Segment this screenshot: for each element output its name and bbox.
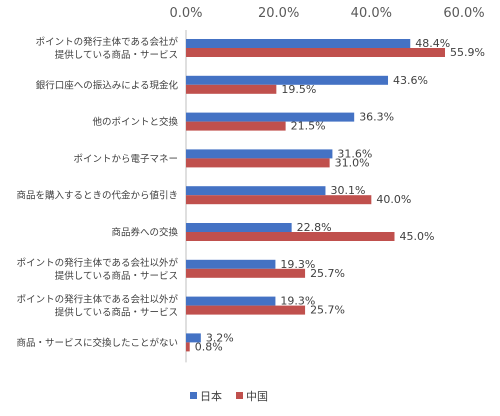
category-label: 提供している商品・サービス	[55, 49, 178, 61]
x-tick-label: 40.0%	[351, 6, 392, 21]
legend-label: 中国	[246, 390, 268, 403]
legend-swatch-china	[236, 392, 243, 399]
bar-japan	[186, 75, 389, 85]
data-label: 55.9%	[450, 46, 485, 59]
category-label: 商品券への交換	[111, 227, 178, 239]
data-label: 40.0%	[376, 193, 411, 206]
data-label: 0.8%	[195, 340, 223, 353]
legend-swatch-japan	[190, 392, 197, 399]
category-label: ポイントの発行主体である会社以外が	[17, 257, 179, 269]
data-label: 25.7%	[310, 304, 345, 317]
bar-china	[186, 268, 306, 278]
data-label: 19.3%	[280, 295, 315, 308]
bar-china	[186, 121, 286, 131]
data-label: 21.5%	[291, 120, 326, 133]
data-label: 25.7%	[310, 267, 345, 280]
x-tick-label: 20.0%	[258, 6, 299, 21]
bar-japan	[186, 149, 333, 159]
data-label: 45.0%	[400, 230, 435, 243]
category-label: 銀行口座への振込みによる現金化	[36, 79, 179, 91]
data-label: 31.6%	[337, 147, 372, 160]
category-label: 他のポイントと交換	[92, 116, 178, 128]
bar-china	[186, 305, 306, 315]
category-label: 提供している商品・サービス	[55, 307, 178, 319]
bar-china	[186, 342, 190, 352]
bar-japan	[186, 223, 292, 232]
legend-label: 日本	[200, 389, 222, 403]
bar-japan	[186, 259, 276, 269]
data-label: 30.1%	[330, 184, 365, 197]
category-label: ポイントの発行主体である会社以外が	[17, 294, 179, 306]
data-label: 48.4%	[415, 37, 450, 50]
bar-japan	[186, 333, 201, 343]
data-label: 43.6%	[393, 74, 428, 87]
bar-china	[186, 158, 330, 168]
data-label: 36.3%	[359, 111, 394, 124]
data-label: 19.5%	[281, 83, 316, 96]
data-label: 3.2%	[206, 331, 234, 344]
data-label: 19.3%	[280, 258, 315, 271]
bar-china	[186, 232, 395, 241]
category-label: 商品を購入するときの代金から値引き	[16, 190, 178, 202]
data-label: 22.8%	[297, 221, 332, 234]
bar-japan	[186, 296, 276, 306]
bar-japan	[186, 112, 355, 122]
bar-china	[186, 195, 372, 205]
bar-china	[186, 84, 277, 94]
x-tick-label: 60.0%	[443, 6, 484, 21]
category-label: ポイントの発行主体である会社が	[36, 36, 179, 48]
category-label: ポイントから電子マネー	[73, 154, 178, 165]
x-tick-label: 0.0%	[169, 6, 202, 21]
bar-japan	[186, 39, 411, 48]
bar-china	[186, 48, 446, 57]
bar-japan	[186, 186, 326, 196]
category-label: 提供している商品・サービス	[55, 270, 178, 282]
data-label: 31.0%	[335, 156, 370, 169]
category-label: 商品・サービスに交換したことがない	[16, 337, 178, 349]
